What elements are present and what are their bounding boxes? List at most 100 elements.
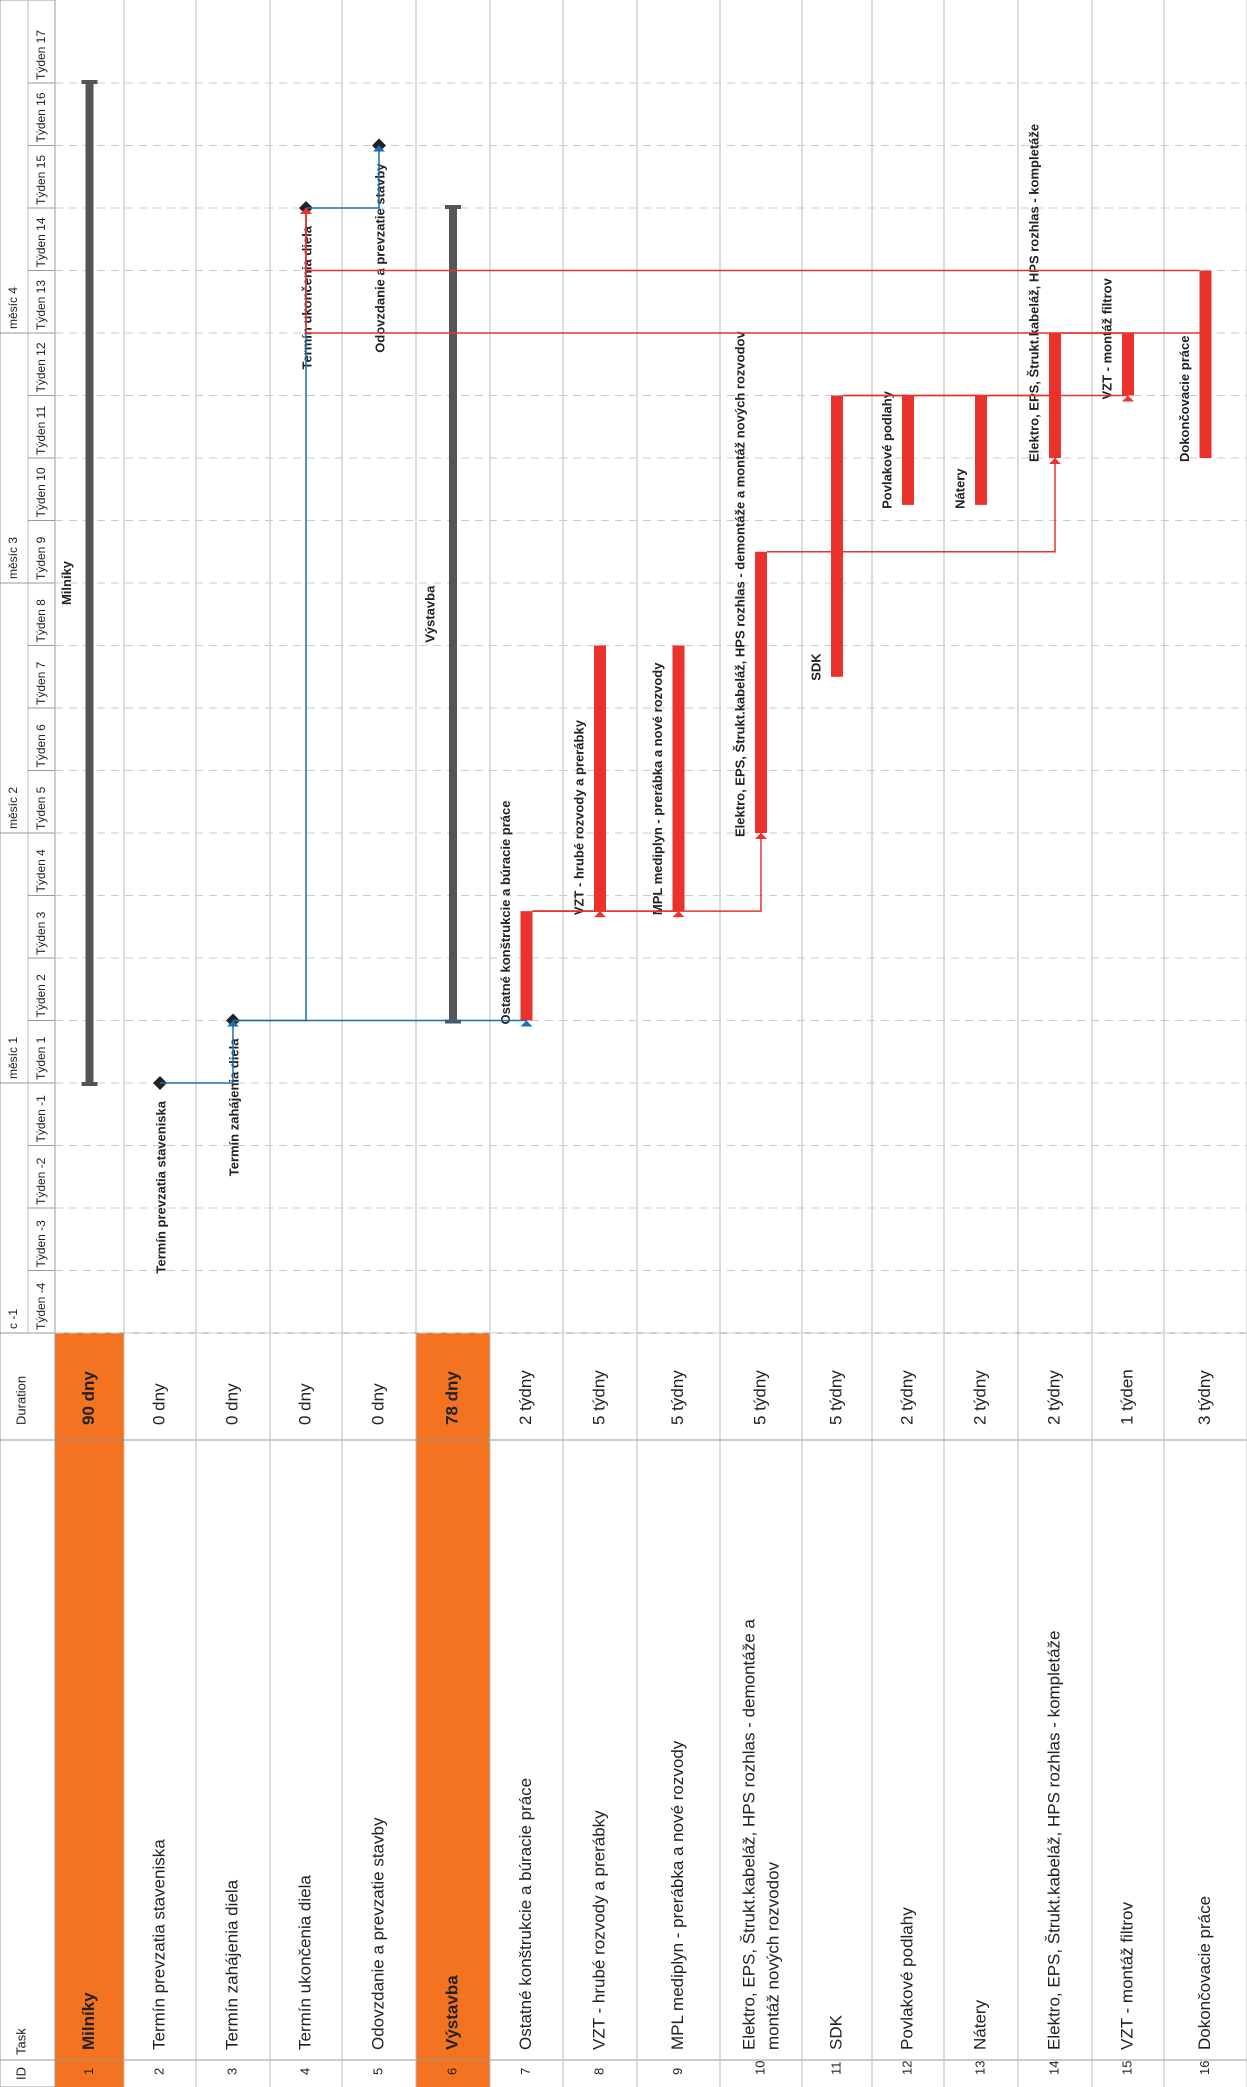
row-task-name: VZT - montáž filtrov (1117, 1902, 1136, 2050)
row-id: 4 (297, 2068, 312, 2075)
link-arrowhead (1049, 452, 1061, 458)
row-duration: 5 týdny (750, 1370, 769, 1425)
row-duration: 90 dny (79, 1371, 98, 1425)
task-bar-label: MPL mediplyn - prerábka a nové rozvody (650, 662, 665, 915)
week-label: Týden 7 (34, 661, 48, 705)
week-label: Týden 13 (34, 280, 48, 330)
week-label: Týden -3 (34, 1220, 48, 1268)
row-duration: 0 dny (368, 1383, 387, 1425)
row-duration: 0 dny (149, 1383, 168, 1425)
week-label: Týden 10 (34, 467, 48, 517)
week-label: Týden 17 (34, 30, 48, 80)
row-task-name: Termín prevzatia staveniska (149, 1839, 168, 2050)
link-arrowhead (672, 911, 685, 918)
row-id: 12 (899, 2061, 914, 2075)
week-label: Týden -2 (34, 1157, 48, 1205)
row-id: 11 (828, 2062, 843, 2076)
milestone-label: Termín zahájenia diela (226, 1038, 241, 1177)
dependency-link (160, 1020, 234, 1084)
row-task-name: Termín zahájenia diela (222, 1879, 241, 2050)
milestone-label: Termín ukončenia diela (299, 225, 314, 369)
week-label: Týden 6 (34, 724, 48, 768)
row-duration: 2 týdny (1044, 1370, 1063, 1425)
row-id: 7 (518, 2068, 533, 2075)
dependency-link (306, 145, 380, 209)
summary-bar-label: Výstavba (422, 585, 437, 643)
dependency-link (233, 208, 307, 1022)
row-duration: 2 týdny (970, 1370, 989, 1425)
row-duration: 0 dny (295, 1383, 314, 1425)
row-duration: 2 týdny (516, 1370, 535, 1425)
dependency-link (914, 394, 982, 505)
month-label: měsíc 2 (6, 787, 20, 829)
row-id: 16 (1197, 2061, 1212, 2075)
link-arrowhead (227, 1020, 239, 1027)
dependency-link (767, 458, 1056, 553)
link-arrowhead (1049, 458, 1061, 464)
week-label: Týden 16 (34, 92, 48, 142)
row-duration: 3 týdny (1195, 1370, 1214, 1425)
summary-row-highlight (416, 1333, 490, 2087)
task-bar (520, 911, 533, 1021)
summary-bar-cap (445, 1019, 461, 1024)
task-bar-label: Elektro, EPS, Štrukt.kabeláž, HPS rozhla… (1026, 124, 1041, 462)
task-bar-label: VZT - montáž filtrov (1099, 277, 1114, 399)
row-task-name: Povlakové podlahy (897, 1907, 916, 2050)
week-label: Týden -4 (34, 1282, 48, 1330)
link-arrowhead (902, 498, 914, 505)
link-arrowhead (300, 208, 312, 214)
row-task-name: Elektro, EPS, Štrukt.kabeláž, HPS rozhla… (739, 1619, 758, 2050)
task-bar-label: SDK (808, 653, 823, 681)
row-id: 1 (81, 2068, 96, 2075)
row-duration: 2 týdny (897, 1370, 916, 1425)
milestone-label: Termín prevzatia staveniska (153, 1100, 168, 1273)
row-id: 14 (1046, 2061, 1061, 2075)
link-arrowhead (594, 911, 606, 918)
row-duration: 5 týdny (826, 1370, 845, 1425)
summary-bar-cap (81, 1082, 98, 1086)
milestone-label: Odovzdanie a prevzatie stavby (372, 163, 387, 353)
task-bar-label: Ostatné konštrukcie a búracie práce (498, 801, 513, 1025)
summary-bar-cap (81, 80, 98, 84)
row-duration: 78 dny (442, 1371, 461, 1425)
week-label: Týden 8 (34, 599, 48, 643)
summary-row-highlight (55, 1333, 124, 2087)
row-task-name: Nátery (970, 1999, 989, 2050)
week-label: Týden -1 (34, 1095, 48, 1143)
row-task-name: VZT - hrubé rozvody a prerábky (589, 1810, 608, 2050)
row-id: 10 (752, 2061, 767, 2075)
task-bar-label: Nátery (952, 468, 967, 509)
link-arrowhead (831, 670, 843, 677)
dependency-link (532, 833, 762, 912)
task-bar (1122, 333, 1134, 396)
row-duration: 0 dny (222, 1383, 241, 1425)
link-arrowhead (755, 833, 767, 839)
week-label: Týden 9 (34, 536, 48, 580)
summary-bar-cap (445, 205, 461, 209)
dependency-link (987, 394, 1056, 458)
link-arrowhead (975, 498, 987, 505)
row-task-name: SDK (826, 2014, 845, 2050)
week-label: Týden 3 (34, 911, 48, 955)
row-id: 9 (670, 2068, 685, 2075)
link-arrowhead (373, 145, 385, 152)
task-bar-label: VZT - hrubé rozvody a prerábky (571, 719, 586, 915)
month-label: měsíc 1 (6, 1037, 20, 1079)
task-bar-label: Elektro, EPS, Štrukt.kabeláž, HPS rozhla… (732, 331, 747, 837)
month-label: měsíc 4 (6, 287, 20, 329)
month-label: měsíc 3 (6, 537, 20, 579)
row-task-name: Ostatné konštrukcie a búracie práce (516, 1778, 535, 2050)
week-label: Týden 12 (34, 342, 48, 392)
row-duration: 1 týden (1117, 1369, 1136, 1425)
row-task-name: Odovzdanie a prevzatie stavby (368, 1817, 387, 2050)
week-label: Týden 2 (34, 974, 48, 1018)
row-task-name: Elektro, EPS, Štrukt.kabeláž, HPS rozhla… (1044, 1630, 1063, 2050)
link-arrowhead (1199, 452, 1212, 458)
row-id: 2 (151, 2068, 166, 2075)
row-task-name: MPL mediplyn - prerábka a nové rozvody (668, 1740, 687, 2050)
row-duration: 5 týdny (668, 1370, 687, 1425)
link-arrowhead (1122, 395, 1134, 402)
task-bar (594, 645, 606, 912)
